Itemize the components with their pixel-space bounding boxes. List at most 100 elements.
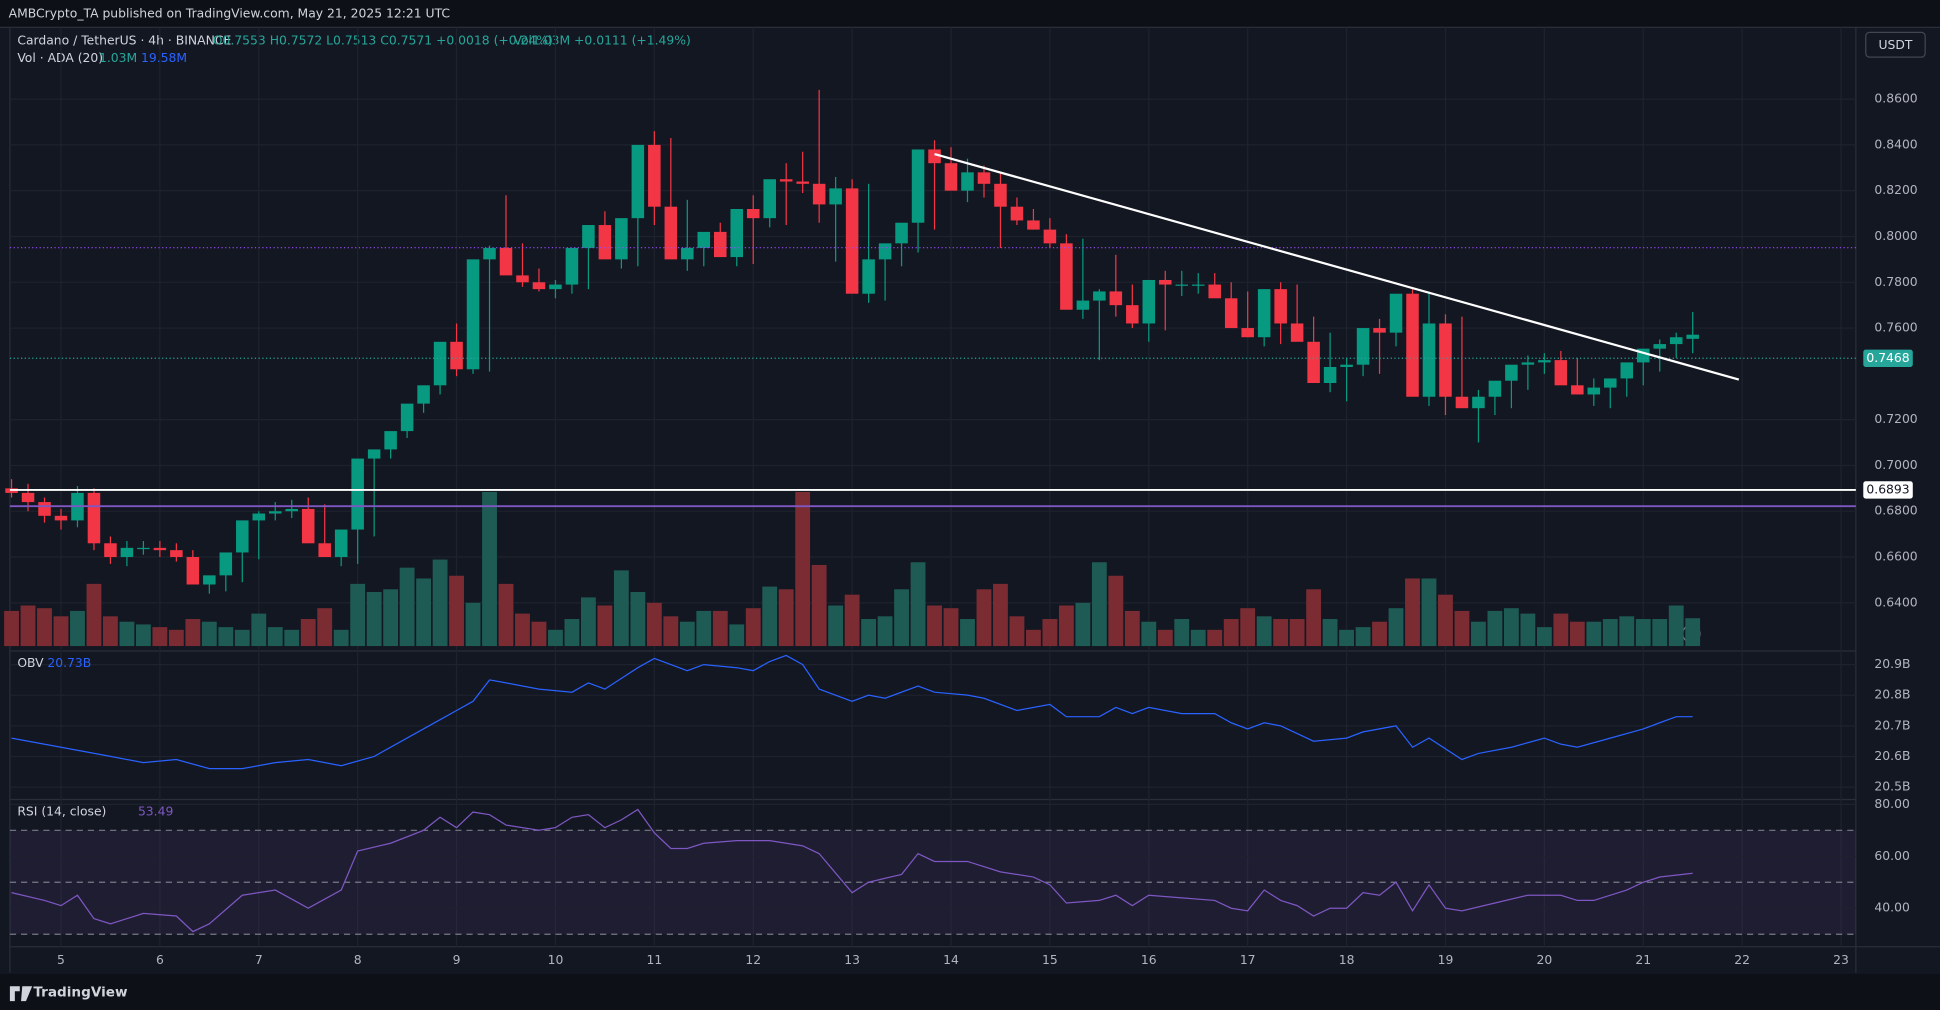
volume-bar (646, 602, 662, 647)
candle-body (1472, 396, 1485, 409)
candle-body (1307, 341, 1320, 384)
volume-bar (844, 594, 860, 647)
volume-bar (1536, 627, 1552, 647)
candle-body (318, 543, 331, 558)
candle-body (1175, 284, 1189, 286)
candle-body (631, 144, 645, 219)
candle-body (1043, 229, 1057, 244)
candle-body (87, 492, 101, 544)
volume-bar (185, 619, 201, 647)
indicator-title: OBV (17, 656, 44, 670)
volume-bar (103, 616, 118, 647)
candle-body (714, 231, 727, 258)
candle-body (697, 231, 711, 248)
candle-body (994, 183, 1007, 207)
candle-body (1109, 291, 1123, 306)
volume-bar (1306, 589, 1322, 647)
volume-bar (1091, 562, 1107, 647)
x-tick-label: 22 (1734, 953, 1750, 967)
candle-body (862, 259, 875, 294)
volume-bar (1487, 610, 1503, 647)
volume-bar (1635, 619, 1651, 647)
volume-bar (383, 589, 399, 647)
volume-bar (1553, 613, 1569, 647)
volume-bar (729, 624, 745, 647)
candle-body (977, 172, 991, 184)
volume-bar (712, 610, 728, 647)
candle-body (1373, 328, 1386, 333)
volume-bar (1075, 602, 1091, 647)
candle-body (1241, 328, 1254, 338)
y-tick-label: 60.00 (1874, 849, 1910, 863)
candle-body (334, 529, 348, 558)
y-tick-label: 0.6400 (1874, 595, 1917, 609)
price-tag-label: 0.6893 (1866, 482, 1909, 496)
candle-body (1587, 387, 1601, 395)
candle-body (582, 225, 595, 248)
volume-bar (1026, 629, 1041, 647)
candle-body (664, 206, 678, 260)
candle-body (615, 218, 628, 260)
volume-bar (1339, 629, 1354, 647)
volume-bar (976, 589, 992, 647)
candle-body (812, 183, 826, 205)
volume-bar (564, 619, 580, 647)
candle-body (499, 247, 513, 276)
volume-bar (37, 608, 52, 647)
volume-bar (993, 583, 1008, 647)
candle-body (1554, 360, 1568, 386)
volume-bar (597, 605, 613, 647)
volume-bar (1471, 621, 1486, 647)
candle-body (252, 513, 266, 521)
volume-bar (613, 570, 629, 647)
currency-label[interactable]: USDT (1878, 38, 1912, 52)
symbol-name: Cardano / TetherUS · 4h · BINANCE (17, 34, 231, 48)
volume-bar (811, 564, 827, 647)
volume-bar (679, 621, 695, 647)
candle-body (104, 543, 117, 558)
volume-bar (168, 629, 184, 647)
volume-bar (745, 608, 761, 647)
volume-bar (1685, 618, 1701, 647)
volume-value: 1.03M (99, 51, 137, 65)
candle-body (516, 275, 529, 283)
candle-body (153, 547, 167, 551)
volume-bar (630, 591, 646, 647)
y-tick-label: 20.5B (1874, 780, 1910, 794)
volume-title: Vol · ADA (20) (17, 51, 103, 65)
candle-body (911, 149, 925, 223)
candle-body (1126, 305, 1139, 324)
volume-bar (1289, 619, 1305, 647)
candle-body (1620, 362, 1634, 379)
y-tick-label: 20.9B (1874, 657, 1910, 671)
footer-bar (0, 973, 1940, 1010)
x-tick-label: 21 (1635, 953, 1651, 967)
candle-body (549, 284, 562, 290)
volume-bar (1355, 627, 1371, 647)
y-tick-label: 80.00 (1874, 797, 1910, 811)
volume-bar (267, 627, 283, 647)
candle-body (170, 550, 183, 558)
candle-body (681, 247, 694, 260)
candle-body (1439, 323, 1452, 397)
y-tick-label: 20.8B (1874, 688, 1910, 702)
volume-bar (531, 621, 547, 647)
candle-body (845, 188, 859, 294)
y-tick-label: 0.8200 (1874, 183, 1917, 197)
candle-body (120, 547, 134, 558)
y-tick-label: 0.7600 (1874, 321, 1917, 335)
volume-bar (1141, 621, 1157, 647)
candle-body (1538, 360, 1551, 363)
candle-body (1224, 298, 1238, 329)
currency-button[interactable] (1865, 31, 1926, 58)
x-tick-label: 11 (646, 953, 662, 967)
volume-bar (152, 627, 168, 647)
candle-body (450, 341, 463, 370)
y-tick-label: 20.7B (1874, 718, 1910, 732)
ohlc-values: O0.7553 H0.7572 L0.7513 C0.7571 +0.0018 … (213, 34, 553, 48)
x-tick-label: 14 (943, 953, 959, 967)
x-tick-label: 20 (1536, 953, 1552, 967)
volume-bar (1619, 616, 1635, 647)
volume-bar (1388, 608, 1404, 647)
